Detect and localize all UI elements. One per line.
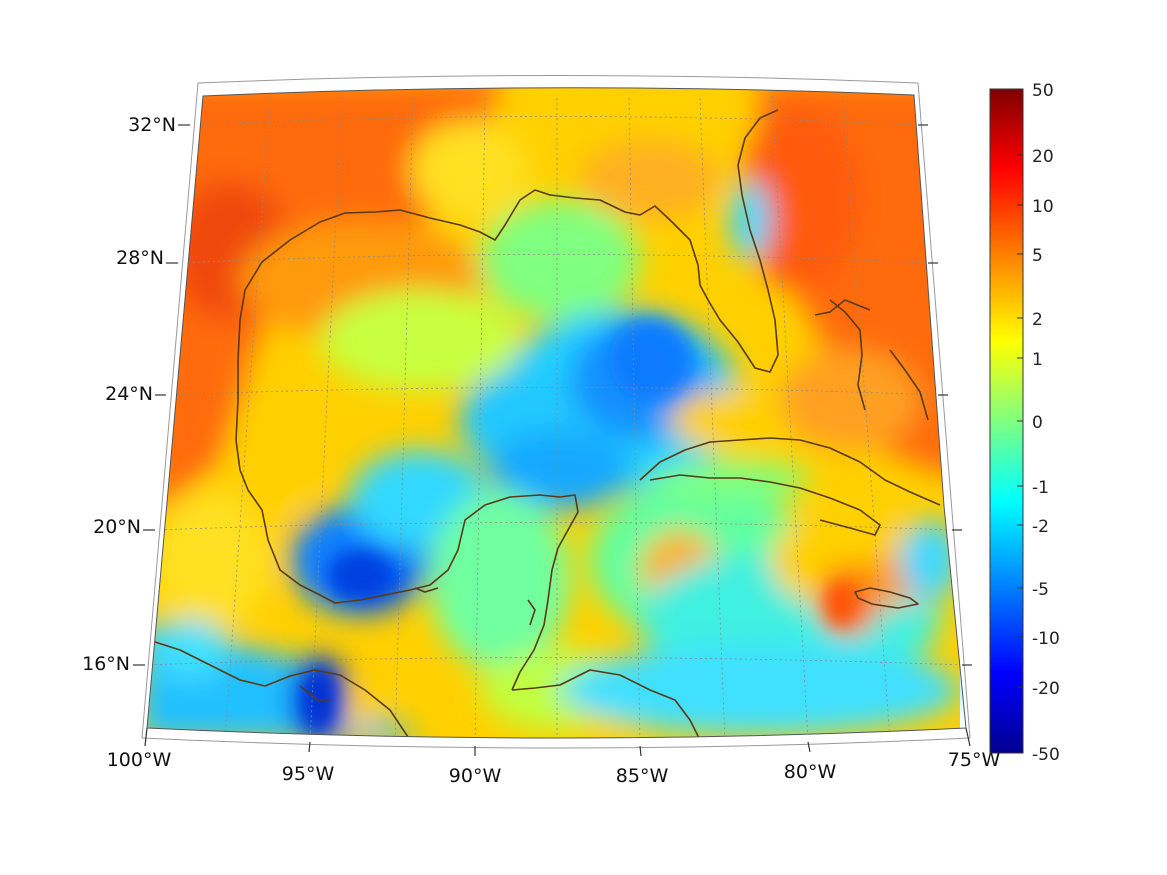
lon-label-90W: 90°W [449, 765, 502, 787]
lat-label-32N: 32°N [128, 114, 176, 136]
lat-label-24N: 24°N [105, 383, 153, 405]
lon-label-85W: 85°W [616, 765, 669, 787]
lat-label-28N: 28°N [116, 247, 164, 269]
colorbar-label-0: 0 [1032, 413, 1043, 433]
colorbar-label-50: 50 [1032, 81, 1054, 101]
colorbar-label-neg10: -10 [1032, 629, 1060, 649]
lon-label-100W: 100°W [107, 749, 172, 771]
colorbar: 50 20 10 5 2 1 0 -1 -2 -5 -10 -20 -50 [989, 81, 1060, 765]
map-frame [141, 75, 971, 749]
colorbar-label-2: 2 [1032, 310, 1043, 330]
lon-label-80W: 80°W [784, 761, 837, 783]
lon-label-75W: 75°W [948, 749, 1001, 771]
data-field [147, 87, 960, 738]
colorbar-label-neg1: -1 [1032, 478, 1049, 498]
axis-ticks [133, 124, 972, 757]
colorbar-label-neg20: -20 [1032, 679, 1060, 699]
lat-label-20N: 20°N [93, 516, 141, 538]
colorbar-label-10: 10 [1032, 197, 1054, 217]
lon-labels: 100°W 95°W 90°W 85°W 80°W 75°W [107, 749, 1001, 787]
colorbar-label-1: 1 [1032, 350, 1043, 370]
lat-labels: 32°N 28°N 24°N 20°N 16°N [82, 114, 176, 675]
lon-label-95W: 95°W [282, 763, 335, 785]
graticule [147, 95, 963, 738]
colorbar-label-neg5: -5 [1032, 580, 1049, 600]
coastlines [154, 109, 941, 738]
colorbar-label-neg2: -2 [1032, 517, 1049, 537]
colorbar-label-20: 20 [1032, 147, 1054, 167]
lat-label-16N: 16°N [82, 653, 130, 675]
colorbar-label-neg50: -50 [1032, 745, 1060, 765]
colorbar-label-5: 5 [1032, 246, 1043, 266]
